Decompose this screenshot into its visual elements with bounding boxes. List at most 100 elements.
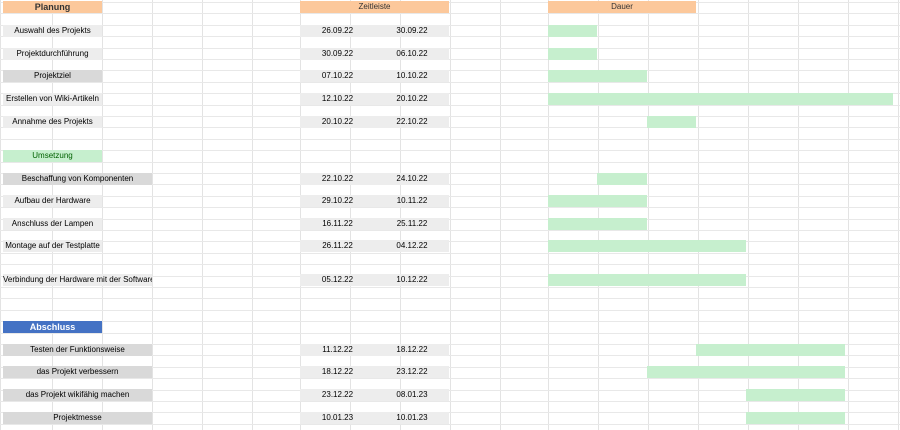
- end-date: 10.01.23: [375, 412, 449, 424]
- task-name: Projektmesse: [3, 412, 152, 424]
- end-date: 08.01.23: [375, 389, 449, 401]
- end-date: 10.11.22: [375, 195, 449, 207]
- gantt-bar: [548, 218, 647, 230]
- end-date: 25.11.22: [375, 218, 449, 230]
- grid-row: [0, 93, 900, 95]
- grid-row: [0, 150, 900, 152]
- grid-column: [450, 0, 451, 430]
- start-date: 07.10.22: [300, 70, 375, 82]
- grid-column: [252, 0, 253, 430]
- grid-column: [748, 0, 749, 430]
- gantt-bar: [746, 389, 845, 401]
- end-date: 10.12.22: [375, 274, 449, 286]
- grid-row: [0, 344, 900, 345]
- grid-row: [0, 2, 900, 3]
- gantt-bar: [548, 274, 746, 286]
- task-name: Verbindung der Hardware mit der Software: [3, 274, 152, 286]
- grid-row: [0, 36, 900, 38]
- grid-column: [698, 0, 699, 430]
- grid-row: [0, 321, 900, 323]
- end-date: 10.10.22: [375, 70, 449, 82]
- start-date: 11.12.22: [300, 344, 375, 356]
- gantt-bar: [548, 25, 597, 37]
- grid-row: [0, 252, 900, 254]
- start-date: 12.10.22: [300, 93, 375, 105]
- task-name: Beschaffung von Komponenten: [3, 173, 152, 185]
- task-name: das Projekt wikifähig machen: [3, 389, 152, 401]
- grid-column: [102, 0, 103, 430]
- gantt-bar: [746, 412, 845, 424]
- end-date: 20.10.22: [375, 93, 449, 105]
- grid-row: [0, 241, 900, 243]
- grid-row: [0, 81, 900, 83]
- task-name: Annahme des Projekts: [3, 116, 102, 128]
- column-header: Zeitleiste: [300, 1, 449, 13]
- grid-column: [898, 0, 899, 430]
- grid-row: [0, 332, 900, 334]
- start-date: 26.11.22: [300, 240, 375, 252]
- grid-column: [350, 0, 351, 430]
- grid-row: [0, 116, 900, 117]
- grid-column: [648, 0, 649, 430]
- start-date: 26.09.22: [300, 25, 375, 37]
- grid-row: [0, 355, 900, 357]
- grid-row: [0, 207, 900, 209]
- grid-row: [0, 309, 900, 311]
- end-date: 18.12.22: [375, 344, 449, 356]
- grid-column: [300, 0, 301, 430]
- task-name: Auswahl des Projekts: [3, 25, 102, 37]
- start-date: 23.12.22: [300, 389, 375, 401]
- grid-column: [202, 0, 203, 430]
- gantt-bar: [548, 93, 893, 105]
- task-name: Montage auf der Testplatte: [3, 240, 102, 252]
- grid-row: [0, 24, 900, 26]
- gantt-bar: [548, 195, 647, 207]
- grid-column: [848, 0, 849, 430]
- grid-row: [0, 275, 900, 277]
- end-date: 30.09.22: [375, 25, 449, 37]
- grid-row: [0, 173, 900, 174]
- gantt-bar: [597, 173, 647, 185]
- task-name: Erstellen von Wiki-Artikeln: [3, 93, 102, 105]
- end-date: 22.10.22: [375, 116, 449, 128]
- grid-row: [0, 195, 900, 197]
- grid-row: [0, 401, 900, 402]
- grid-column: [548, 0, 549, 430]
- grid-row: [0, 47, 900, 49]
- grid-column: [52, 0, 53, 430]
- start-date: 29.10.22: [300, 195, 375, 207]
- start-date: 10.01.23: [300, 412, 375, 424]
- gantt-bar: [548, 70, 647, 82]
- gantt-bar: [696, 344, 845, 356]
- grid-row: [0, 287, 900, 288]
- section-title: Planung: [3, 1, 102, 13]
- section-title: Umsetzung: [3, 150, 102, 162]
- start-date: 20.10.22: [300, 116, 375, 128]
- grid-column: [0, 0, 1, 430]
- grid-row: [0, 230, 900, 231]
- grid-row: [0, 127, 900, 129]
- task-name: Projektziel: [3, 70, 102, 82]
- end-date: 24.10.22: [375, 173, 449, 185]
- grid-row: [0, 59, 900, 60]
- task-name: das Projekt verbessern: [3, 366, 152, 378]
- grid-column: [598, 0, 599, 430]
- grid-row: [0, 70, 900, 72]
- task-name: Projektdurchführung: [3, 48, 102, 60]
- grid-column: [500, 0, 501, 430]
- gantt-bar: [548, 240, 746, 252]
- column-header: Dauer: [548, 1, 696, 13]
- grid-row: [0, 161, 900, 163]
- grid-row: [0, 104, 900, 106]
- grid-column: [798, 0, 799, 430]
- grid-row: [0, 298, 900, 300]
- end-date: 04.12.22: [375, 240, 449, 252]
- start-date: 22.10.22: [300, 173, 375, 185]
- grid-row: [0, 13, 900, 15]
- end-date: 23.12.22: [375, 366, 449, 378]
- grid-row: [0, 389, 900, 391]
- grid-column: [152, 0, 153, 430]
- start-date: 30.09.22: [300, 48, 375, 60]
- grid-row: [0, 412, 900, 414]
